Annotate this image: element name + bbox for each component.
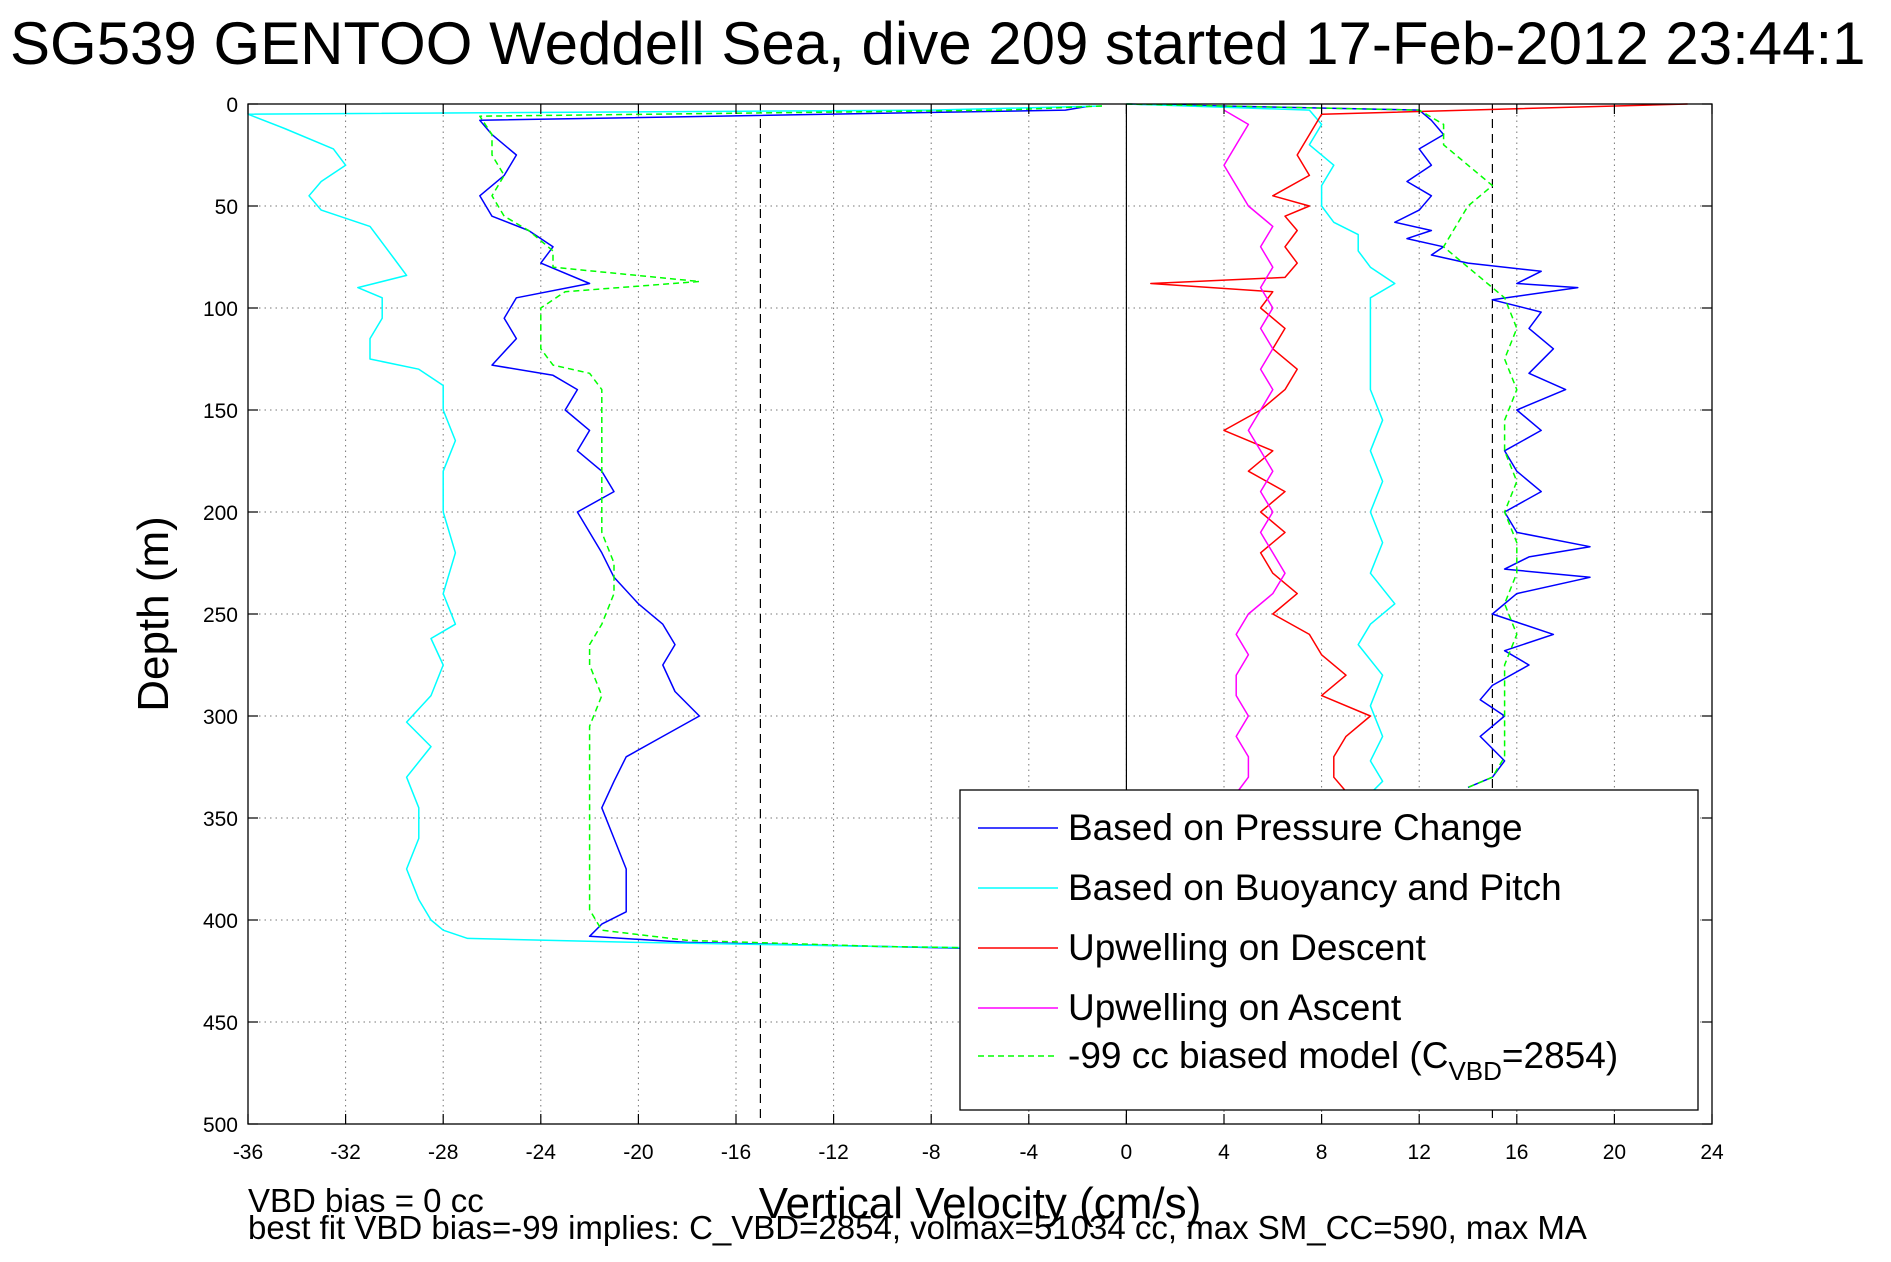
- y-tick-label: 200: [203, 502, 238, 525]
- axis-ticks: -36 -32 -28 -24 -20 -16 -12 -8 -4 0 4 8 12 16 20 24 0 50 1…: [203, 94, 1724, 1164]
- y-tick-label: 150: [203, 400, 238, 423]
- legend-label: Based on Pressure Change: [1068, 807, 1523, 848]
- legend-label: Based on Buoyancy and Pitch: [1068, 867, 1562, 908]
- footer-best-fit-note: best fit VBD bias=-99 implies: C_VBD=285…: [248, 1209, 1587, 1246]
- y-tick-label: 400: [203, 910, 238, 933]
- x-tick-label: -24: [526, 1141, 557, 1164]
- chart-title: SG539 GENTOO Weddell Sea, dive 209 start…: [10, 10, 1866, 77]
- legend-label: Upwelling on Descent: [1068, 927, 1427, 968]
- series-line-based-on-pressure-change-ascent: [1126, 103, 1591, 789]
- x-tick-label: -32: [330, 1141, 360, 1164]
- legend-label: -99 cc biased model (CVBD=2854): [1068, 1035, 1618, 1086]
- y-tick-label: 0: [226, 94, 238, 117]
- x-tick-label: 20: [1603, 1141, 1626, 1164]
- legend-label: Upwelling on Ascent: [1068, 987, 1402, 1028]
- series-line-based-on-buoyancy-and-pitch-ascent: [1126, 103, 1396, 795]
- legend: Based on Pressure Change Based on Buoyanc…: [959, 789, 1699, 1111]
- y-tick-label: 100: [203, 298, 238, 321]
- footer-bias-note: VBD bias = 0 cc: [248, 1182, 484, 1219]
- x-tick-label: 8: [1316, 1141, 1328, 1164]
- x-tick-label: -4: [1019, 1141, 1038, 1164]
- series-line-99-cc-biased-model-cvbd-2854: [479, 105, 1103, 950]
- x-tick-label: 4: [1218, 1141, 1230, 1164]
- x-tick-label: -8: [922, 1141, 941, 1164]
- x-tick-label: -12: [818, 1141, 848, 1164]
- x-tick-label: -16: [721, 1141, 751, 1164]
- y-tick-label: 500: [203, 1114, 238, 1137]
- y-tick-label: 300: [203, 706, 238, 729]
- x-tick-label: 0: [1121, 1141, 1133, 1164]
- x-tick-label: -36: [233, 1141, 263, 1164]
- series-line-based-on-pressure-change: [479, 105, 1090, 952]
- y-tick-label: 50: [215, 196, 238, 219]
- x-tick-label: 16: [1505, 1141, 1528, 1164]
- y-tick-label: 350: [203, 808, 238, 831]
- x-tick-label: -20: [623, 1141, 653, 1164]
- series-layer: [247, 103, 1688, 952]
- x-tick-label: 12: [1408, 1141, 1431, 1164]
- y-tick-label: 450: [203, 1012, 238, 1035]
- y-tick-label: 250: [203, 604, 238, 627]
- x-axis-label: Vertical Velocity (cm/s): [759, 1179, 1202, 1228]
- legend-box: [959, 789, 1699, 1111]
- series-line-based-on-buoyancy-and-pitch: [247, 105, 1103, 950]
- series-line-upwelling-on-ascent: [1223, 109, 1286, 794]
- x-tick-label: -28: [428, 1141, 458, 1164]
- x-tick-label: 24: [1700, 1141, 1724, 1164]
- y-axis-label: Depth (m): [129, 516, 178, 712]
